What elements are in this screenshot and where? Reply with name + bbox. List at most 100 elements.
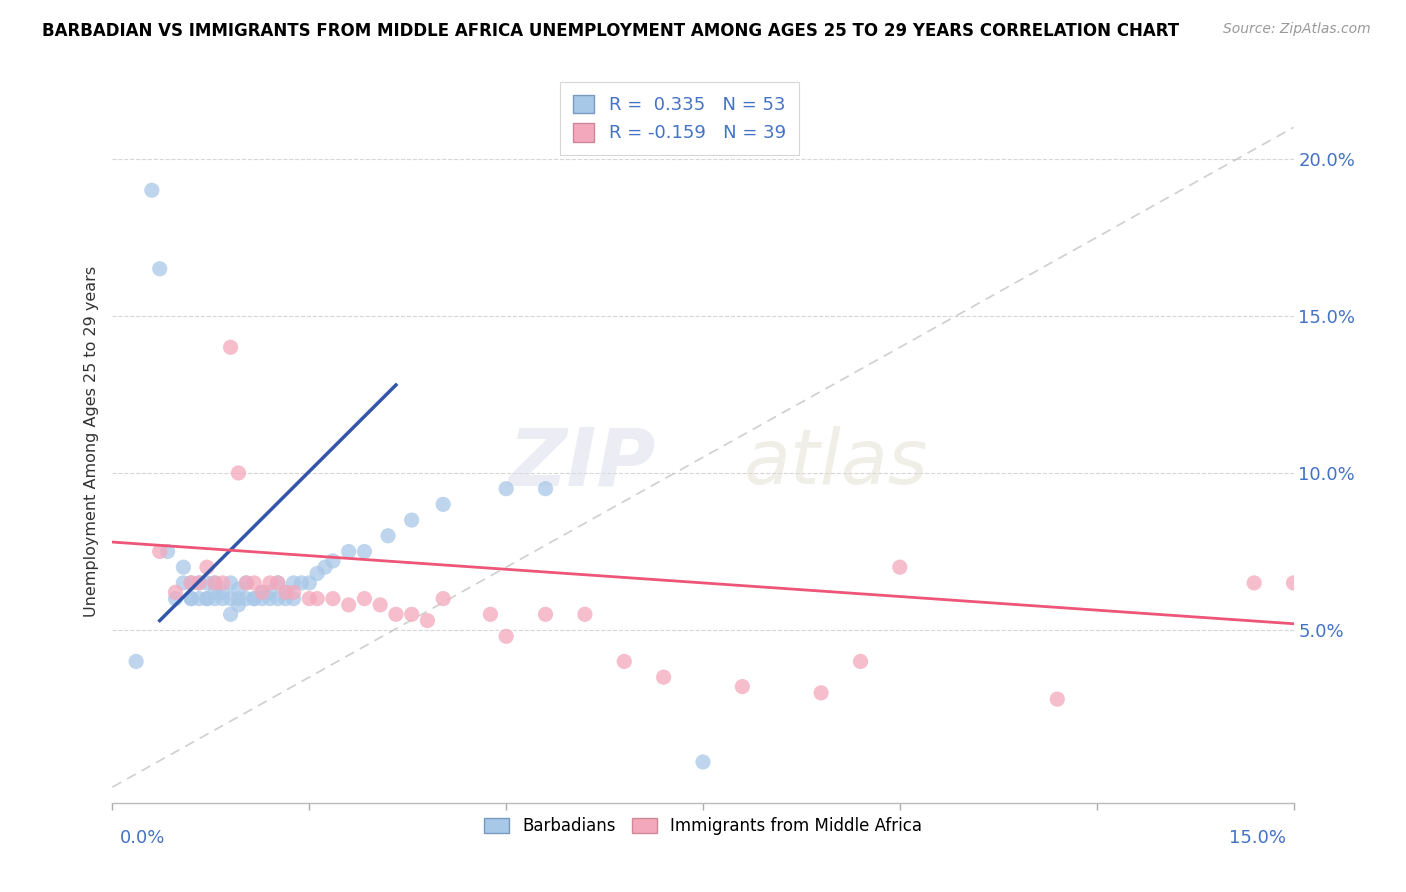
Point: [195, 560, 218, 574]
Point: [125, 655, 148, 669]
Point: [195, 591, 218, 606]
Point: [219, 340, 242, 354]
Point: [180, 575, 202, 590]
Point: [250, 585, 273, 599]
Point: [385, 607, 408, 622]
Point: [172, 575, 194, 590]
Point: [353, 591, 375, 606]
Point: [188, 575, 211, 590]
Point: [180, 591, 202, 606]
Point: [243, 591, 266, 606]
Point: [401, 513, 423, 527]
Y-axis label: Unemployment Among Ages 25 to 29 years: Unemployment Among Ages 25 to 29 years: [83, 266, 98, 617]
Text: atlas: atlas: [744, 426, 929, 500]
Point: [401, 607, 423, 622]
Point: [204, 575, 226, 590]
Point: [849, 655, 872, 669]
Point: [259, 591, 281, 606]
Point: [267, 575, 290, 590]
Point: [495, 629, 517, 643]
Point: [613, 655, 636, 669]
Point: [1243, 575, 1265, 590]
Point: [495, 482, 517, 496]
Point: [149, 544, 172, 558]
Point: [692, 755, 714, 769]
Point: [274, 585, 297, 599]
Point: [534, 607, 557, 622]
Point: [211, 585, 233, 599]
Point: [377, 529, 399, 543]
Point: [149, 261, 172, 276]
Point: [810, 686, 832, 700]
Point: [211, 591, 233, 606]
Point: [479, 607, 502, 622]
Point: [219, 575, 242, 590]
Point: [432, 497, 454, 511]
Point: [228, 466, 250, 480]
Point: [283, 585, 305, 599]
Point: [290, 575, 312, 590]
Point: [243, 575, 266, 590]
Point: [298, 575, 321, 590]
Point: [368, 598, 391, 612]
Point: [652, 670, 675, 684]
Point: [165, 591, 187, 606]
Point: [188, 591, 211, 606]
Point: [1046, 692, 1069, 706]
Point: [228, 591, 250, 606]
Point: [219, 607, 242, 622]
Point: [259, 575, 281, 590]
Point: [307, 591, 329, 606]
Point: [353, 544, 375, 558]
Point: [250, 585, 273, 599]
Point: [889, 560, 911, 574]
Text: BARBADIAN VS IMMIGRANTS FROM MIDDLE AFRICA UNEMPLOYMENT AMONG AGES 25 TO 29 YEAR: BARBADIAN VS IMMIGRANTS FROM MIDDLE AFRI…: [42, 22, 1180, 40]
Point: [259, 585, 281, 599]
Point: [432, 591, 454, 606]
Point: [195, 575, 218, 590]
Point: [274, 585, 297, 599]
Point: [283, 575, 305, 590]
Point: [1282, 575, 1305, 590]
Point: [574, 607, 596, 622]
Text: 0.0%: 0.0%: [120, 829, 165, 847]
Point: [156, 544, 179, 558]
Point: [314, 560, 336, 574]
Point: [298, 591, 321, 606]
Point: [235, 575, 257, 590]
Point: [188, 575, 211, 590]
Point: [204, 591, 226, 606]
Point: [243, 591, 266, 606]
Point: [283, 591, 305, 606]
Point: [307, 566, 329, 581]
Point: [165, 585, 187, 599]
Legend: Barbadians, Immigrants from Middle Africa: Barbadians, Immigrants from Middle Afric…: [477, 810, 929, 841]
Point: [195, 591, 218, 606]
Point: [250, 591, 273, 606]
Text: ZIP: ZIP: [509, 425, 655, 502]
Point: [180, 575, 202, 590]
Point: [267, 591, 290, 606]
Point: [235, 591, 257, 606]
Point: [274, 591, 297, 606]
Point: [337, 598, 360, 612]
Point: [228, 598, 250, 612]
Point: [211, 575, 233, 590]
Point: [228, 582, 250, 597]
Point: [337, 544, 360, 558]
Point: [322, 591, 344, 606]
Point: [172, 560, 194, 574]
Point: [204, 585, 226, 599]
Point: [534, 482, 557, 496]
Point: [416, 614, 439, 628]
Point: [141, 183, 163, 197]
Point: [267, 575, 290, 590]
Point: [180, 591, 202, 606]
Point: [322, 554, 344, 568]
Text: 15.0%: 15.0%: [1229, 829, 1286, 847]
Point: [204, 575, 226, 590]
Point: [235, 575, 257, 590]
Point: [731, 680, 754, 694]
Text: Source: ZipAtlas.com: Source: ZipAtlas.com: [1223, 22, 1371, 37]
Point: [219, 591, 242, 606]
